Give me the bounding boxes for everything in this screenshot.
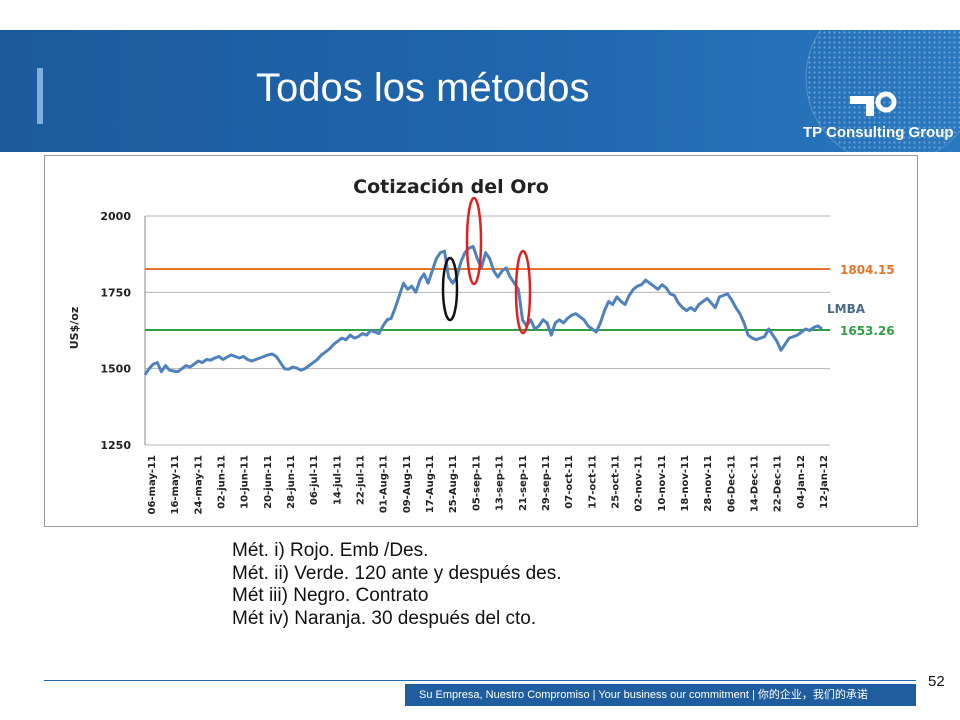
- slide-header: Todos los métodos TP Consulting Group: [0, 30, 960, 152]
- note-method-1: Mét. i) Rojo. Emb /Des.: [232, 540, 429, 561]
- x-tick-label: 10-nov-11: [657, 455, 668, 512]
- x-tick-label: 29-sep-11: [541, 455, 552, 511]
- y-axis-label: US$/oz: [68, 307, 81, 350]
- x-tick-label: 05-sep-11: [471, 455, 482, 511]
- x-tick-label: 04-Jan-12: [796, 455, 807, 509]
- x-tick-label: 28-jun-11: [286, 455, 297, 509]
- y-tick-label: 1250: [100, 439, 131, 452]
- slide-title: Todos los métodos: [256, 66, 590, 110]
- chart-title: Cotización del Oro: [353, 176, 549, 198]
- logo-text: TP Consulting Group: [803, 124, 954, 141]
- x-tick-label: 09-Aug-11: [402, 455, 413, 513]
- x-tick-label: 07-oct-11: [564, 455, 575, 509]
- globe-icon: [805, 30, 960, 152]
- x-tick-label: 16-may-11: [170, 455, 181, 515]
- header-accent-bar: [37, 68, 43, 124]
- reference-line-label: 1804.15: [840, 263, 895, 277]
- y-tick-label: 1500: [100, 363, 131, 376]
- footer-divider: [44, 680, 916, 681]
- x-tick-label: 02-nov-11: [634, 455, 645, 512]
- x-tick-label: 28-nov-11: [703, 455, 714, 512]
- x-tick-label: 25-Aug-11: [448, 455, 459, 513]
- logo-mark-icon: [850, 96, 868, 104]
- x-tick-label: 22-jul-11: [356, 455, 367, 505]
- x-tick-label: 21-sep-11: [518, 455, 529, 511]
- reference-line-label: 1653.26: [840, 324, 895, 338]
- x-tick-label: 22-Dec-11: [773, 455, 784, 512]
- x-tick-label: 06-jul-11: [309, 455, 320, 505]
- x-tick-label: 06-Dec-11: [726, 455, 737, 512]
- x-tick-label: 17-oct-11: [587, 455, 598, 509]
- gold-price-chart: Cotización del Oro 2000 1750 1500 1250 US$/…: [68, 176, 895, 515]
- x-tick-label: 13-sep-11: [495, 455, 506, 511]
- page-number: 52: [928, 673, 945, 690]
- method-notes: Mét. i) Rojo. Emb /Des. Mét. ii) Verde. …: [232, 540, 562, 630]
- x-tick-label: 18-nov-11: [680, 455, 691, 512]
- note-method-2: Mét. ii) Verde. 120 ante y después des.: [232, 562, 562, 584]
- x-tick-label: 10-jun-11: [240, 455, 251, 509]
- x-tick-label: 20-jun-11: [263, 455, 274, 509]
- chart-panel: Cotización del Oro 2000 1750 1500 1250 US$/…: [44, 155, 918, 527]
- x-tick-label: 17-Aug-11: [425, 455, 436, 513]
- note-method-3: Mét iii) Negro. Contrato: [232, 585, 429, 606]
- x-tick-label: 02-jun-11: [217, 455, 228, 509]
- x-tick-label: 25-oct-11: [610, 455, 621, 509]
- series-label-lmba: LMBA: [827, 302, 866, 316]
- x-tick-label: 06-may-11: [147, 455, 158, 515]
- x-tick-label: 14-jul-11: [332, 455, 343, 505]
- series-line-lmba: [143, 245, 823, 376]
- x-tick-label: 12-Jan-12: [819, 455, 830, 509]
- x-tick-label: 14-Dec-11: [750, 455, 761, 512]
- x-tick-label: 01-Aug-11: [379, 455, 390, 513]
- x-tick-label: 24-may-11: [193, 455, 204, 515]
- y-tick-label: 2000: [100, 210, 131, 223]
- footer-tagline: Su Empresa, Nuestro Compromiso | Your bu…: [405, 684, 916, 706]
- note-method-4: Mét iv) Naranja. 30 después del cto.: [232, 607, 537, 629]
- annotation-ellipse-red: [514, 249, 532, 335]
- annotation-ellipse-black: [441, 256, 459, 322]
- y-tick-label: 1750: [100, 286, 131, 299]
- annotation-ellipse-red: [465, 196, 483, 286]
